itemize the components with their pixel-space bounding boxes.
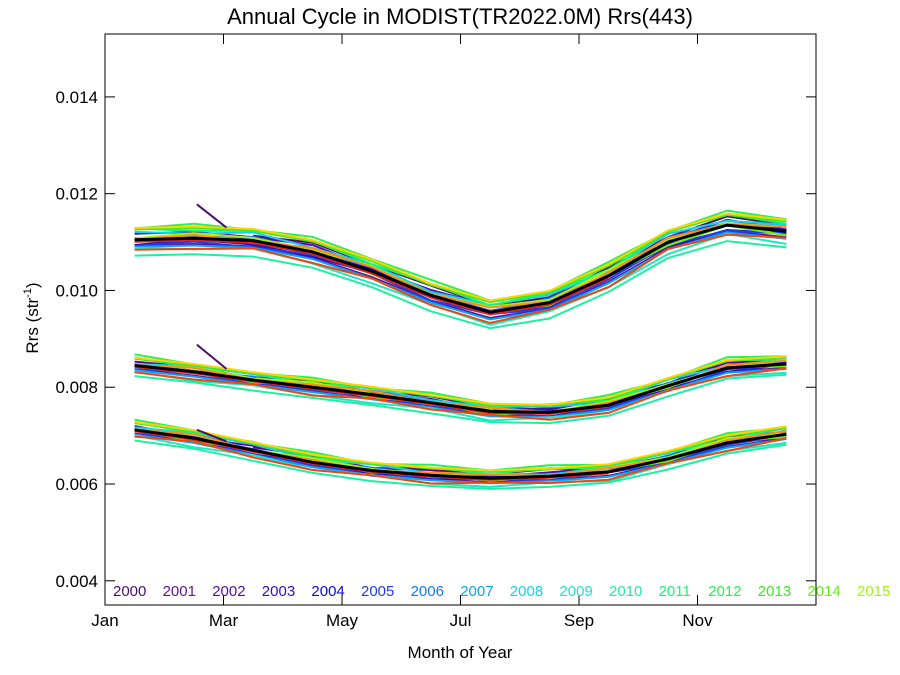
series-line-extra-16-lower [134,421,787,472]
series-line-2010-middle [134,373,787,425]
chart-title: Annual Cycle in MODIST(TR2022.0M) Rrs(44… [227,4,693,29]
y-axis-label-end: ) [23,282,42,288]
series-segment-2000-start-mid [196,343,228,370]
x-tick-label: Jul [450,611,472,630]
y-tick-label: 0.010 [55,281,98,300]
year-label-2009: 2009 [559,583,592,600]
axis-ticks: Jan Mar May Jul Sep Nov 0.004 0.006 0.008 0.010 0.… [55,34,816,630]
year-label-2001: 2001 [163,583,196,600]
year-label-2014: 2014 [807,583,840,600]
year-label-2012: 2012 [708,583,741,600]
year-labels: 2000 2001 2002 2003 2004 2005 2006 2007 2008 2009… [113,583,890,600]
x-tick-label: Nov [682,611,713,630]
x-tick-label: Sep [564,611,594,630]
year-label-2002: 2002 [212,583,245,600]
series-line-2010-lower [134,439,787,490]
y-tick-label: 0.006 [55,475,98,494]
x-tick-label: May [326,611,359,630]
x-tick-label: Jan [91,611,118,630]
year-label-2015: 2015 [857,583,890,600]
y-axis-label-main: Rrs (str [23,298,42,354]
series-line-2010-upper [134,240,787,330]
y-tick-label: 0.014 [55,88,98,107]
year-label-2000: 2000 [113,583,146,600]
series-line-extra-18-middle [134,367,787,421]
year-label-2005: 2005 [361,583,394,600]
year-label-2013: 2013 [758,583,791,600]
mean-line-lower [134,428,787,480]
series-line-extra-16-upper [134,212,787,302]
series-line-extra-18-upper [134,233,787,324]
mean-line-middle [134,362,787,414]
year-label-2003: 2003 [262,583,295,600]
year-label-2004: 2004 [311,583,344,600]
plot-lines [134,203,787,490]
series-line-extra-16-middle [134,355,787,406]
series-segment-2000-start-low [196,428,227,443]
series-segment-2000-start [196,203,228,229]
year-label-2010: 2010 [609,583,642,600]
series-line-2013-upper [134,213,787,304]
y-tick-label: 0.012 [55,185,98,204]
series-line-extra-18-lower [134,435,787,485]
series-line-2008-upper [134,219,787,307]
year-label-2011: 2011 [659,583,691,600]
year-label-2008: 2008 [510,583,543,600]
y-axis-label-sup: -1 [22,288,34,298]
y-axis-label: Rrs (str-1) [22,282,42,353]
y-tick-label: 0.008 [55,378,98,397]
mean-line-upper [134,223,787,314]
x-axis-label: Month of Year [408,643,513,662]
series-line-extra-19-upper [134,239,610,316]
year-label-2006: 2006 [411,583,444,600]
x-tick-label: Mar [209,611,239,630]
year-label-2007: 2007 [460,583,493,600]
y-tick-label: 0.004 [55,572,98,591]
